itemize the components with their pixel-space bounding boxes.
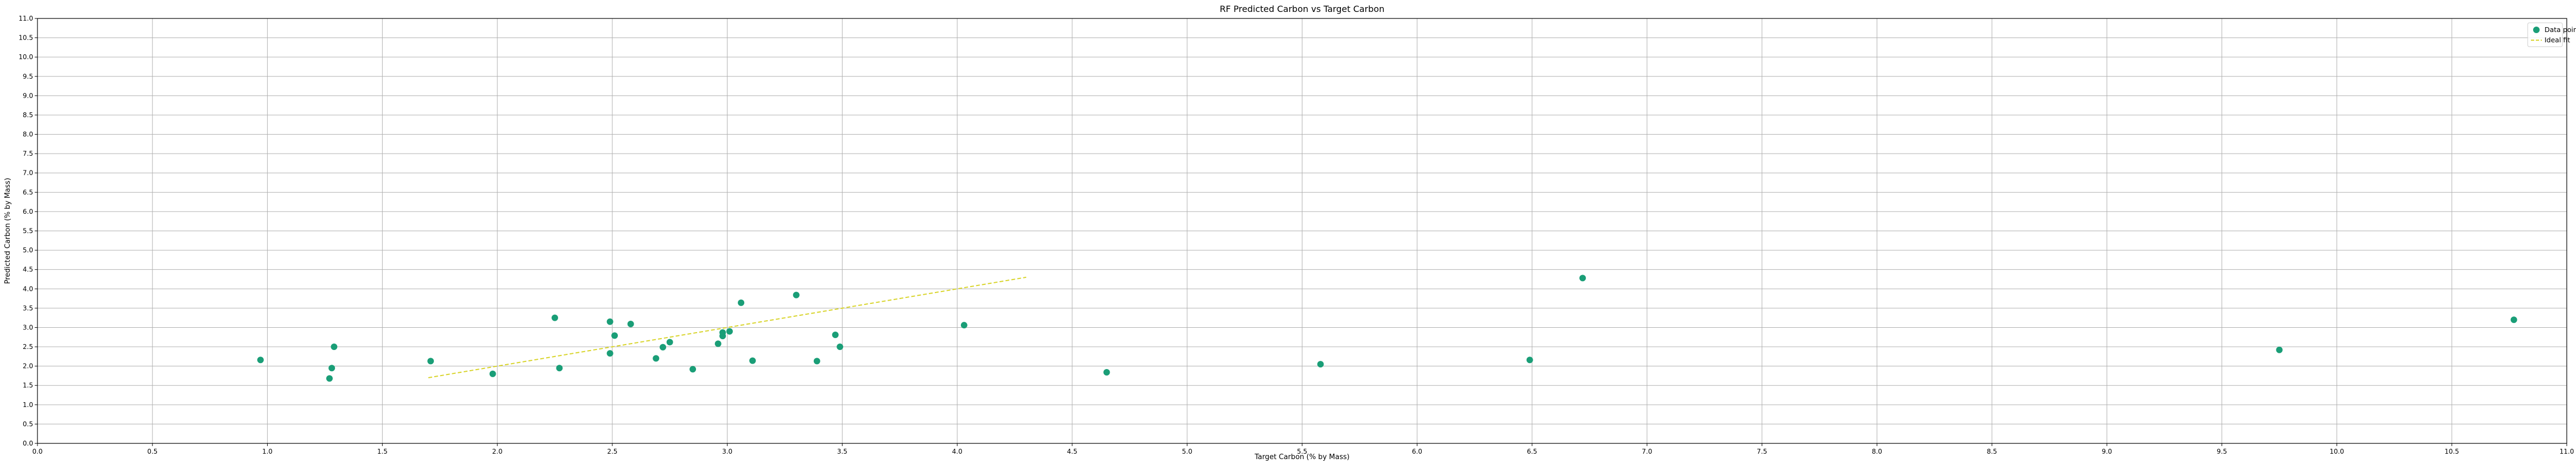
x-tick-label: 4.0 <box>952 448 963 455</box>
data-point <box>2510 316 2517 323</box>
ideal-fit-line <box>428 276 1027 378</box>
chart-title: RF Predicted Carbon vs Target Carbon <box>1220 4 1384 14</box>
data-point <box>1317 361 1324 368</box>
data-point <box>726 328 733 335</box>
x-tick-label: 3.0 <box>722 448 732 455</box>
data-point <box>331 344 338 351</box>
x-tick-label: 8.0 <box>1872 448 1882 455</box>
grid <box>37 18 2567 444</box>
data-point <box>627 321 634 328</box>
ideal-fit-line-layer <box>428 276 1027 378</box>
y-tick-label: 8.5 <box>23 111 33 119</box>
x-tick-label: 1.0 <box>262 448 273 455</box>
data-point <box>738 299 745 306</box>
data-point <box>653 355 660 362</box>
x-axis-label: Target Carbon (% by Mass) <box>1254 453 1350 461</box>
y-tick-label: 6.5 <box>23 188 33 196</box>
data-point <box>666 339 673 346</box>
x-tick-label: 11.0 <box>2560 448 2574 455</box>
y-tick-label: 5.0 <box>23 246 33 254</box>
y-tick-label: 0.0 <box>23 440 33 447</box>
x-tick-label: 2.0 <box>492 448 503 455</box>
y-tick-label: 6.0 <box>23 208 33 215</box>
x-tick-label: 0.5 <box>147 448 157 455</box>
y-tick-label: 4.0 <box>23 285 33 293</box>
legend-label-ideal-fit: Ideal fit <box>2545 36 2570 44</box>
x-tick-label: 9.5 <box>2217 448 2227 455</box>
y-tick-label: 10.5 <box>18 34 33 42</box>
x-tick-label: 8.5 <box>1987 448 1997 455</box>
y-tick-label: 9.5 <box>23 73 33 80</box>
legend-label-data-points: Data points <box>2545 26 2576 34</box>
y-tick-label: 2.5 <box>23 343 33 351</box>
x-tick-label: 7.0 <box>1642 448 1652 455</box>
data-point <box>606 318 613 325</box>
y-tick-label: 1.5 <box>23 382 33 389</box>
y-tick-label: 1.0 <box>23 401 33 409</box>
data-point <box>813 358 820 365</box>
x-tick-label: 3.5 <box>837 448 847 455</box>
data-point <box>556 365 563 372</box>
data-point <box>551 314 558 321</box>
y-tick-label: 3.5 <box>23 304 33 312</box>
x-tick-label: 1.5 <box>377 448 388 455</box>
legend: Data points Ideal fit <box>2527 22 2576 47</box>
y-tick-label: 7.5 <box>23 150 33 157</box>
data-point <box>328 365 336 372</box>
x-tick-label: 0.0 <box>32 448 42 455</box>
y-axis-label: Predicted Carbon (% by Mass) <box>4 178 12 284</box>
data-point <box>719 329 726 336</box>
y-tick-label: 9.0 <box>23 92 33 99</box>
data-point <box>1526 357 1533 364</box>
data-point <box>606 350 613 357</box>
x-tick-label: 6.0 <box>1412 448 1422 455</box>
x-tick-label: 4.5 <box>1067 448 1077 455</box>
data-point <box>832 331 839 338</box>
x-tick-label: 6.5 <box>1527 448 1537 455</box>
ticks: 0.0 0.5 1.0 1.5 2.0 2.5 3.0 3.5 4.0 4.5 5.0 5.5 6.0 6… <box>18 15 2574 455</box>
x-tick-label: 2.5 <box>607 448 617 455</box>
x-tick-label: 9.0 <box>2102 448 2112 455</box>
data-point <box>837 344 844 351</box>
data-point <box>257 357 264 364</box>
data-point <box>326 375 333 382</box>
data-point <box>2276 346 2283 353</box>
data-point <box>749 357 756 364</box>
legend-marker-data-points <box>2533 27 2540 33</box>
x-tick-label: 5.0 <box>1182 448 1192 455</box>
x-tick-label: 7.5 <box>1757 448 1767 455</box>
data-point <box>1103 369 1110 376</box>
x-tick-label: 5.5 <box>1297 448 1307 455</box>
x-tick-label: 10.0 <box>2330 448 2344 455</box>
y-tick-label: 8.0 <box>23 131 33 138</box>
data-point <box>714 340 721 347</box>
data-point <box>793 291 800 298</box>
data-points-layer <box>257 275 2517 382</box>
data-point <box>427 358 434 365</box>
data-point <box>1579 275 1586 282</box>
y-tick-label: 10.0 <box>18 53 33 61</box>
y-tick-label: 7.0 <box>23 169 33 177</box>
y-tick-label: 3.0 <box>23 323 33 331</box>
x-tick-label: 10.5 <box>2445 448 2459 455</box>
data-point <box>660 344 667 351</box>
data-point <box>689 366 697 373</box>
y-tick-label: 2.0 <box>23 363 33 370</box>
y-tick-label: 4.5 <box>23 266 33 274</box>
y-tick-label: 11.0 <box>18 15 33 22</box>
data-point <box>960 322 967 329</box>
y-tick-label: 5.5 <box>23 227 33 235</box>
y-tick-label: 0.5 <box>23 420 33 428</box>
data-point <box>489 370 496 377</box>
data-point <box>611 332 618 339</box>
